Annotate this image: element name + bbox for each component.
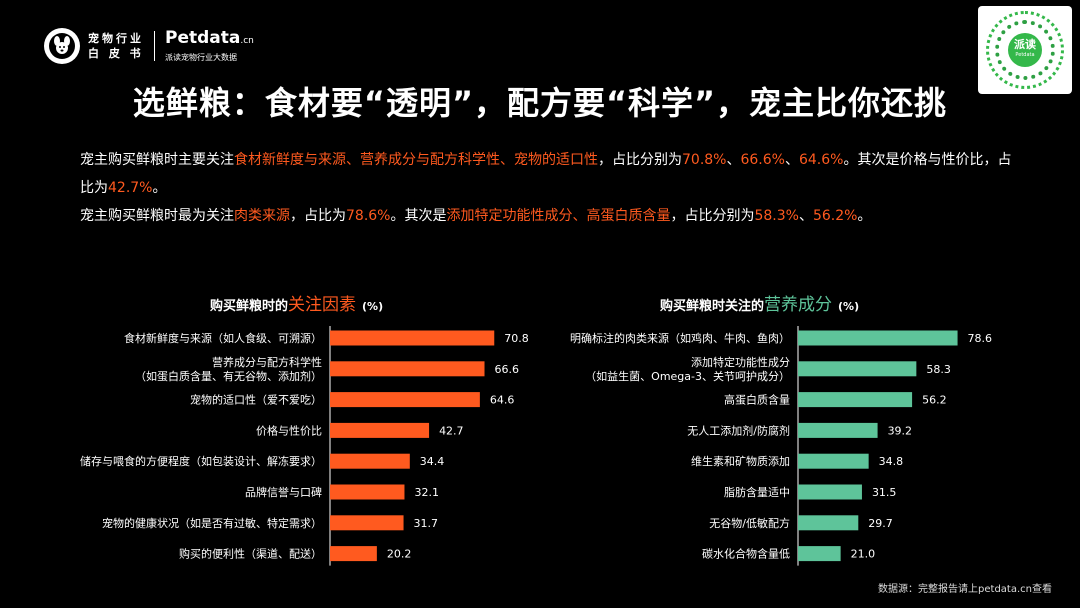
qr-code[interactable]: 派读 Petdata <box>978 6 1072 94</box>
right-chart-value-label: 34.8 <box>879 455 904 468</box>
left-chart-category-label: 购买的便利性（渠道、配送） <box>179 547 322 561</box>
left-chart-value-label: 20.2 <box>387 548 412 561</box>
left-chart-bar <box>330 361 485 377</box>
right-chart-category-label: 高蛋白质含量 <box>724 393 790 407</box>
right-chart-bar <box>798 361 917 377</box>
left-chart-title: 购买鲜粮时的关注因素 (%) <box>210 295 384 315</box>
logo-line1: 宠物行业 <box>88 32 144 45</box>
summary-paragraph-2: 宠主购买鲜粮时最为关注肉类来源，占比为78.6%。其次是添加特定功能性成分、高蛋… <box>80 208 872 224</box>
right-chart-value-label: 21.0 <box>851 548 876 561</box>
left-chart-bar <box>330 546 377 562</box>
logo-divider <box>154 31 155 61</box>
logo-line2: 白 皮 书 <box>88 47 144 60</box>
dog-logo-icon <box>44 28 80 64</box>
right-chart-title: 购买鲜粮时关注的营养成分 (%) <box>660 295 860 315</box>
logo-subtitle: 派读宠物行业大数据 <box>165 52 237 62</box>
left-chart-bar <box>330 422 430 438</box>
left-chart-value-label: 32.1 <box>414 486 439 499</box>
data-source-note: 数据源：完整报告请上petdata.cn查看 <box>878 584 1052 595</box>
right-chart-bar <box>798 392 913 408</box>
right-chart-category-label: 明确标注的肉类来源（如鸡肉、牛肉、鱼肉） <box>570 331 790 345</box>
left-chart-value-label: 64.6 <box>490 394 515 407</box>
left-chart-bar <box>330 453 410 469</box>
right-chart-bar <box>798 330 958 346</box>
left-chart-bar <box>330 484 405 500</box>
left-chart-category-label: 价格与性价比 <box>256 423 322 437</box>
left-chart-category-label: 食材新鲜度与来源（如人食级、可溯源） <box>124 331 322 345</box>
right-chart-value-label: 39.2 <box>888 424 913 437</box>
left-chart-value-label: 34.4 <box>420 455 445 468</box>
right-chart-bar <box>798 484 862 500</box>
qr-dots <box>995 20 1055 80</box>
left-chart-category-label: 营养成分与配方科学性 <box>212 355 322 369</box>
right-chart-value-label: 31.5 <box>872 486 897 499</box>
left-chart-category-label: 宠物的适口性（爱不爱吃） <box>190 393 322 407</box>
right-chart-value-label: 58.3 <box>926 363 951 376</box>
right-chart-bar <box>798 422 878 438</box>
left-chart-value-label: 42.7 <box>439 424 464 437</box>
right-chart-category-label: 添加特定功能性成分 <box>691 355 790 369</box>
right-chart-category-label: 脂肪含量适中 <box>724 485 790 499</box>
right-chart-value-label: 56.2 <box>922 394 947 407</box>
right-chart-bar <box>798 546 841 562</box>
left-chart-value-label: 66.6 <box>495 363 519 376</box>
left-chart-bar <box>330 515 404 531</box>
left-chart-category-label: 宠物的健康状况（如是否有过敏、特定需求） <box>102 516 322 530</box>
right-chart-category-label: （如益生菌、Omega-3、关节呵护成分） <box>585 369 790 383</box>
right-chart-category-label: 无人工添加剂/防腐剂 <box>687 423 790 437</box>
left-chart-category-label: 储存与喂食的方便程度（如包装设计、解冻要求） <box>80 454 322 468</box>
left-chart-category-label: （如蛋白质含量、有无谷物、添加剂） <box>135 369 322 383</box>
right-chart-category-label: 无谷物/低敏配方 <box>709 516 790 530</box>
right-chart-value-label: 78.6 <box>968 332 993 345</box>
page-title: 选鲜粮：食材要“透明”，配方要“科学”，宠主比你还挑 <box>132 84 948 122</box>
right-chart-category-label: 维生素和矿物质添加 <box>691 454 790 468</box>
summary-paragraph-1: 宠主购买鲜粮时主要关注食材新鲜度与来源、营养成分与配方科学性、宠物的适口性，占比… <box>80 152 1012 196</box>
left-chart-bar <box>330 392 480 408</box>
right-chart-category-label: 碳水化合物含量低 <box>702 547 790 561</box>
right-chart-value-label: 29.7 <box>868 517 893 530</box>
right-chart-bar <box>798 515 859 531</box>
petdata-logo: 宠物行业 白 皮 书 Petdata.cn 派读宠物行业大数据 <box>44 28 254 64</box>
right-chart-bar <box>798 453 869 469</box>
left-chart-value-label: 31.7 <box>414 517 439 530</box>
qr-pattern: 派读 Petdata <box>986 11 1064 89</box>
logo-brand: Petdata.cn <box>165 27 254 48</box>
left-chart-value-label: 70.8 <box>504 332 528 345</box>
left-chart-bar <box>330 330 495 346</box>
left-chart-category-label: 品牌信誉与口碑 <box>245 485 322 499</box>
